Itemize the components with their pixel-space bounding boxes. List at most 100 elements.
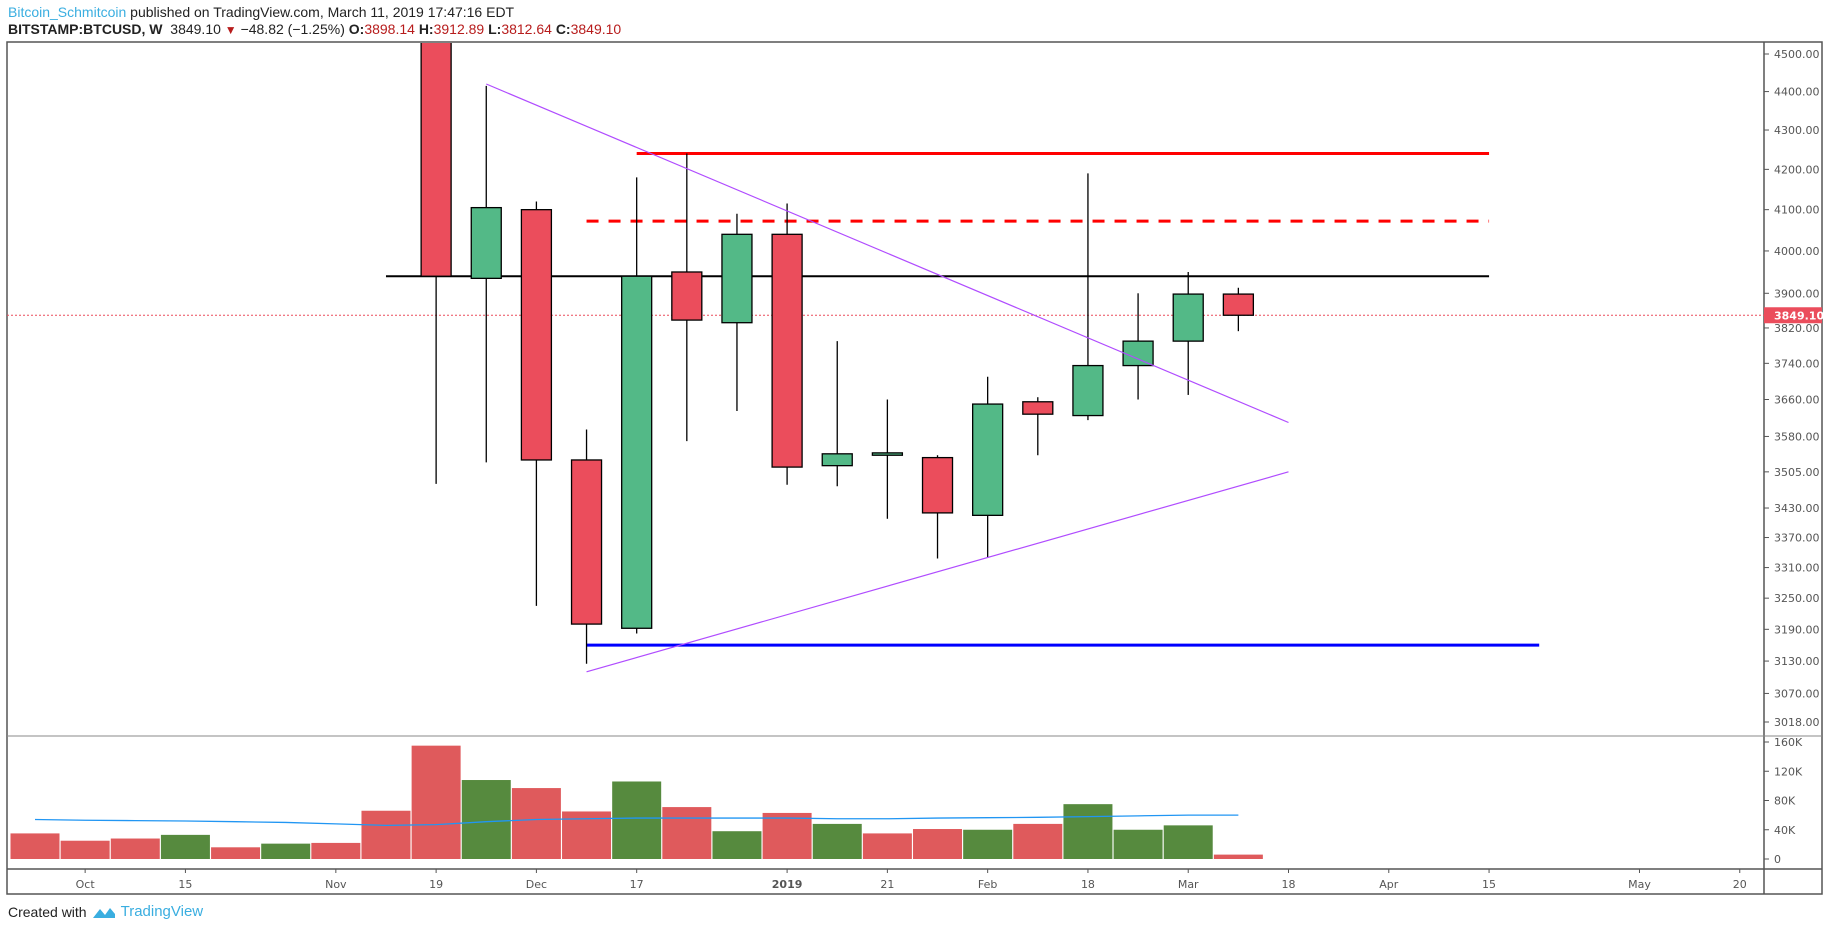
- candle-up: [621, 275, 653, 629]
- volume-bar: [812, 823, 862, 859]
- time-tick-label: May: [1628, 878, 1651, 891]
- chart-border: [6, 41, 1823, 895]
- price-tick-label: 4100.00: [1774, 204, 1820, 217]
- price-tick-label: 3370.00: [1774, 532, 1820, 545]
- symbol-legend: BITSTAMP:BTCUSD, W 3849.10 ▼ −48.82 (−1.…: [8, 21, 621, 37]
- candle-up: [871, 452, 904, 456]
- volume-pane: [10, 745, 1263, 859]
- time-tick-label: 21: [880, 878, 894, 891]
- volume-bar: [10, 833, 60, 859]
- volume-bar: [1063, 804, 1113, 859]
- close-label: C:: [555, 21, 571, 37]
- volume-bar: [411, 745, 461, 859]
- volume-tick-label: 40K: [1774, 824, 1796, 837]
- volume-bar: [211, 847, 261, 859]
- candle-down: [1022, 401, 1054, 415]
- price-tick-label: 4500.00: [1774, 48, 1820, 61]
- price-tick-label: 3740.00: [1774, 357, 1820, 370]
- time-tick-label: Apr: [1379, 878, 1399, 891]
- time-tick-label: 18: [1282, 878, 1296, 891]
- candle-up: [972, 403, 1004, 516]
- candle-down: [420, 43, 452, 277]
- down-arrow-icon: ▼: [224, 23, 237, 37]
- volume-bar: [913, 829, 963, 859]
- price-tick-label: 3900.00: [1774, 287, 1820, 300]
- price-tick-label: 4200.00: [1774, 163, 1820, 176]
- volume-bar: [662, 807, 712, 859]
- open-value: 3898.14: [364, 21, 415, 37]
- price-tick-label: 3018.00: [1774, 716, 1820, 729]
- candle-up: [1072, 364, 1104, 417]
- price-tick-label: 3820.00: [1774, 322, 1820, 335]
- candle-down: [921, 456, 954, 514]
- volume-bar: [612, 781, 662, 859]
- price-tick-label: 3310.00: [1774, 562, 1820, 575]
- candle-down: [671, 271, 703, 321]
- high-label: H:: [418, 21, 434, 37]
- volume-tick-label: 160K: [1774, 736, 1803, 749]
- volume-bar: [762, 812, 812, 859]
- price-tick-label: 3070.00: [1774, 687, 1820, 700]
- candle-up: [1172, 293, 1204, 342]
- time-tick-label: Nov: [325, 878, 347, 891]
- price-pane: [7, 43, 1764, 673]
- axes: 4500.00 4400.00 4300.00 4200.00 4100.00 4000.…: [76, 48, 1825, 891]
- candle-up: [1122, 340, 1154, 367]
- volume-ma-line: [34, 814, 1239, 827]
- time-tick-label: 2019: [772, 878, 803, 891]
- time-tick-label: 15: [178, 878, 192, 891]
- candle-up: [470, 206, 502, 279]
- price-tick-label: 4300.00: [1774, 124, 1820, 137]
- publish-info: Bitcoin_Schmitcoin published on TradingV…: [8, 4, 514, 20]
- footer: Created with TradingView: [8, 903, 203, 920]
- lower-trendline: [586, 471, 1289, 673]
- volume-bar: [712, 831, 762, 859]
- time-tick-label: 19: [429, 878, 443, 891]
- candle-down: [1222, 293, 1255, 316]
- open-label: O:: [348, 21, 365, 37]
- volume-bar: [1013, 823, 1063, 859]
- volume-bar: [60, 840, 110, 859]
- price-tick-label: 4000.00: [1774, 245, 1820, 258]
- candle-up: [721, 233, 753, 324]
- chart-frame: [6, 41, 1823, 895]
- time-tick-label: Oct: [76, 878, 96, 891]
- volume-bar: [311, 842, 361, 859]
- price-tick-label: 3130.00: [1774, 655, 1820, 668]
- symbol-name: BITSTAMP:BTCUSD, W: [8, 21, 163, 37]
- last-price-badge-label: 3849.10: [1774, 309, 1824, 322]
- volume-bar: [862, 833, 912, 859]
- volume-bar: [1113, 829, 1163, 859]
- candle-down: [570, 459, 603, 625]
- volume-bar: [1163, 825, 1213, 859]
- price-tick-label: 3190.00: [1774, 623, 1820, 636]
- volume-bar: [461, 780, 511, 859]
- volume-tick-label: 80K: [1774, 795, 1796, 808]
- volume-bar: [361, 810, 411, 859]
- volume-bar: [160, 834, 210, 859]
- time-tick-label: 20: [1733, 878, 1747, 891]
- last-price-badge: [1764, 307, 1822, 324]
- price-change: −48.82 (−1.25%): [240, 21, 345, 37]
- created-with-text: Created with: [8, 903, 87, 920]
- candle-down: [771, 233, 803, 468]
- price-tick-label: 3660.00: [1774, 393, 1820, 406]
- candle-down: [520, 209, 553, 461]
- time-tick-label: Mar: [1178, 878, 1199, 891]
- volume-bar: [511, 788, 561, 859]
- last-price: 3849.10: [170, 21, 221, 37]
- time-tick-label: 17: [630, 878, 644, 891]
- time-tick-label: 18: [1081, 878, 1095, 891]
- price-tick-label: 4400.00: [1774, 86, 1820, 99]
- tradingview-link[interactable]: TradingView: [120, 903, 204, 920]
- low-value: 3812.64: [501, 21, 552, 37]
- upper-trendline: [486, 83, 1289, 424]
- volume-bar: [110, 838, 160, 859]
- author-link[interactable]: Bitcoin_Schmitcoin: [8, 4, 127, 20]
- price-tick-label: 3505.00: [1774, 466, 1820, 479]
- price-tick-label: 3580.00: [1774, 430, 1820, 443]
- time-tick-label: Dec: [526, 878, 547, 891]
- close-value: 3849.10: [570, 21, 622, 37]
- published-text: published on TradingView.com, March 11, …: [130, 4, 515, 20]
